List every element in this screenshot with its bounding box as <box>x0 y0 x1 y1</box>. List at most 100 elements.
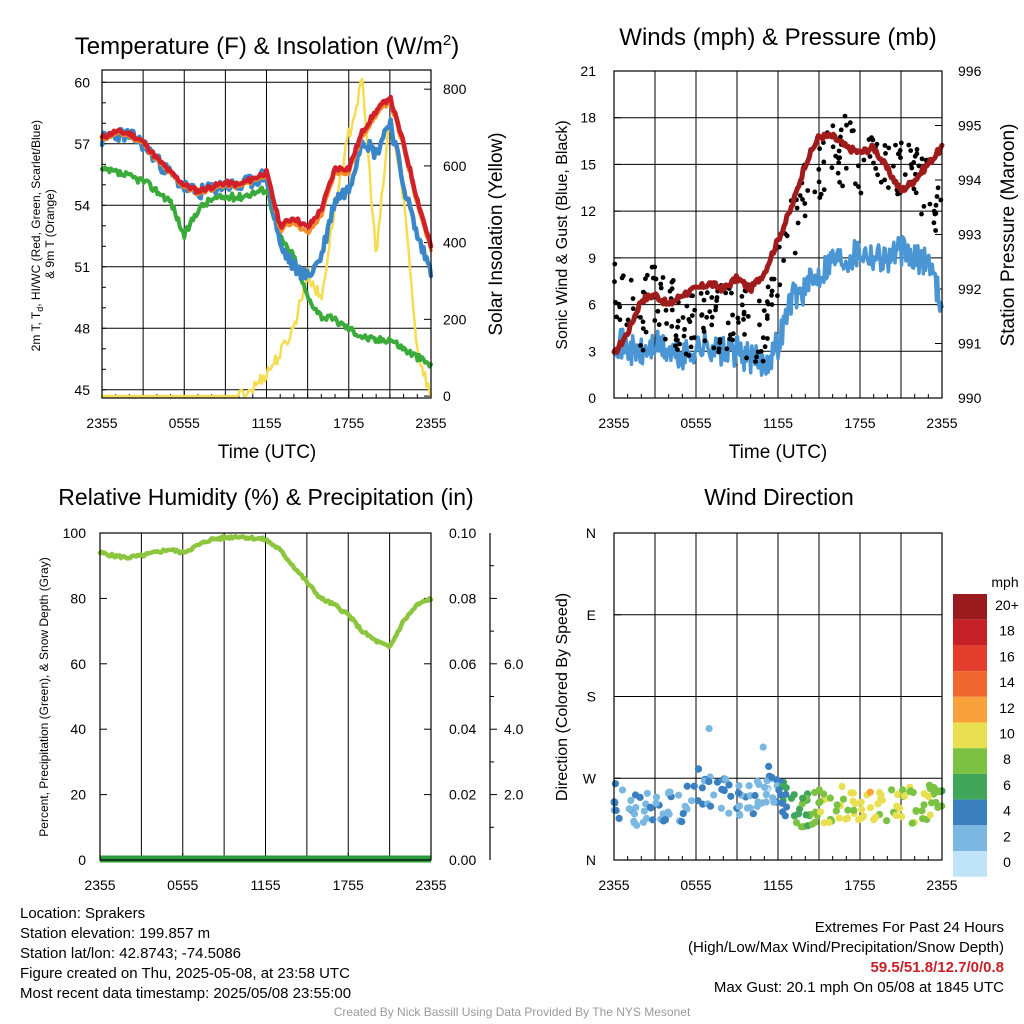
direction-point <box>643 789 651 797</box>
temperature-title: Temperature (F) & Insolation (W/m2) <box>75 32 459 60</box>
colorbar-label: 8 <box>1003 751 1011 767</box>
gust-point <box>861 157 867 163</box>
direction-point <box>820 819 828 827</box>
gust-point <box>686 353 692 358</box>
x-tick-label: 1755 <box>333 877 364 893</box>
gust-point <box>931 220 937 226</box>
y-tick-label: 6 <box>588 297 596 313</box>
gust-point <box>847 120 853 126</box>
gust-point <box>669 286 675 292</box>
gust-point <box>777 282 783 288</box>
gust-point <box>886 185 891 191</box>
direction-point <box>688 797 696 805</box>
y-tick-label: N <box>586 525 596 541</box>
direction-point <box>647 804 655 812</box>
extremes-subtitle: (High/Low/Max Wind/Precipitation/Snow De… <box>688 939 1004 956</box>
gust-point <box>730 331 736 337</box>
x-tick-label: 2355 <box>84 877 115 893</box>
gust-point <box>689 313 695 318</box>
temperature-xlabel: Time (UTC) <box>218 442 317 463</box>
gust-point <box>934 194 940 199</box>
y-tick-label: 15 <box>580 156 596 172</box>
colorbar-label: 10 <box>999 726 1015 742</box>
y2-tick-label: 993 <box>958 227 982 243</box>
gust-point <box>741 311 747 317</box>
y-tick-label: 60 <box>70 656 86 672</box>
gust-point <box>652 318 658 323</box>
gust-point <box>677 341 682 347</box>
x-tick-label: 2355 <box>926 415 957 431</box>
y-tick-label: 12 <box>580 203 596 219</box>
gust-point <box>817 146 822 152</box>
gust-point <box>713 304 719 310</box>
colorbar-label: 0 <box>1003 854 1011 870</box>
x-tick-label: 0555 <box>680 877 711 893</box>
x-tick-label: 1155 <box>763 415 793 431</box>
direction-point <box>833 801 841 809</box>
direction-point <box>899 786 907 794</box>
direction-point <box>781 812 789 820</box>
direction-point <box>790 812 799 820</box>
y-tick-label: 57 <box>74 136 90 152</box>
station-latlon: Station lat/lon: 42.8743; -74.5086 <box>20 945 242 962</box>
gust-point <box>756 298 762 304</box>
gust-point <box>675 324 680 330</box>
y-tick-label: 9 <box>588 250 596 266</box>
gust-point <box>701 325 706 331</box>
direction-point <box>872 813 880 821</box>
x-tick-label: 1755 <box>333 415 364 431</box>
series-td <box>100 165 433 369</box>
temperature-panel: Temperature (F) & Insolation (W/m2) Time… <box>29 32 507 463</box>
temperature-ylabel: 2m T, Td, HI/WC (Red, Green, Scarlet/Blu… <box>29 117 57 352</box>
gust-point <box>893 142 898 148</box>
direction-point <box>815 799 823 807</box>
direction-point <box>838 782 846 791</box>
direction-point <box>900 792 909 800</box>
y-tick-label: E <box>587 607 596 623</box>
direction-point <box>765 762 773 771</box>
gust-point <box>902 172 908 178</box>
gust-point <box>835 170 841 176</box>
station-location: Location: Sprakers <box>20 905 146 922</box>
gust-point <box>630 306 636 312</box>
gust-point <box>830 144 836 150</box>
colorbar-label: 18 <box>999 623 1015 639</box>
direction-point <box>736 811 744 819</box>
gust-point <box>882 143 888 148</box>
gust-point <box>821 187 827 193</box>
gust-point <box>673 343 678 349</box>
gust-point <box>856 184 861 190</box>
y-tick-label: 20 <box>70 787 86 803</box>
gust-point <box>817 195 823 201</box>
colorbar-swatch <box>953 619 987 646</box>
extremes-values: 59.5/51.8/12.7/0/0.8 <box>870 959 1004 976</box>
direction-point <box>661 816 670 824</box>
gust-point <box>640 347 646 353</box>
colorbar-swatch <box>953 671 987 697</box>
y-tick-label: 48 <box>74 320 90 336</box>
gust-point <box>730 312 735 318</box>
direction-point <box>912 807 920 815</box>
gust-point <box>800 197 805 202</box>
gust-point <box>736 320 741 325</box>
gust-point <box>655 308 661 314</box>
direction-point <box>681 802 689 810</box>
gust-point <box>692 307 698 313</box>
direction-point <box>639 818 648 826</box>
gust-point <box>673 333 679 339</box>
direction-point <box>799 794 807 802</box>
gust-point <box>628 277 634 283</box>
gust-point <box>707 309 713 314</box>
direction-point <box>649 816 657 824</box>
gust-point <box>699 313 704 318</box>
gust-point <box>764 313 770 319</box>
gust-point <box>898 140 904 146</box>
gust-point <box>913 190 919 196</box>
gust-point <box>742 332 747 337</box>
colorbar-swatch <box>953 696 987 723</box>
gust-point <box>769 292 774 298</box>
gust-point <box>739 302 745 308</box>
plot-frame <box>99 532 432 861</box>
direction-point <box>678 818 686 826</box>
